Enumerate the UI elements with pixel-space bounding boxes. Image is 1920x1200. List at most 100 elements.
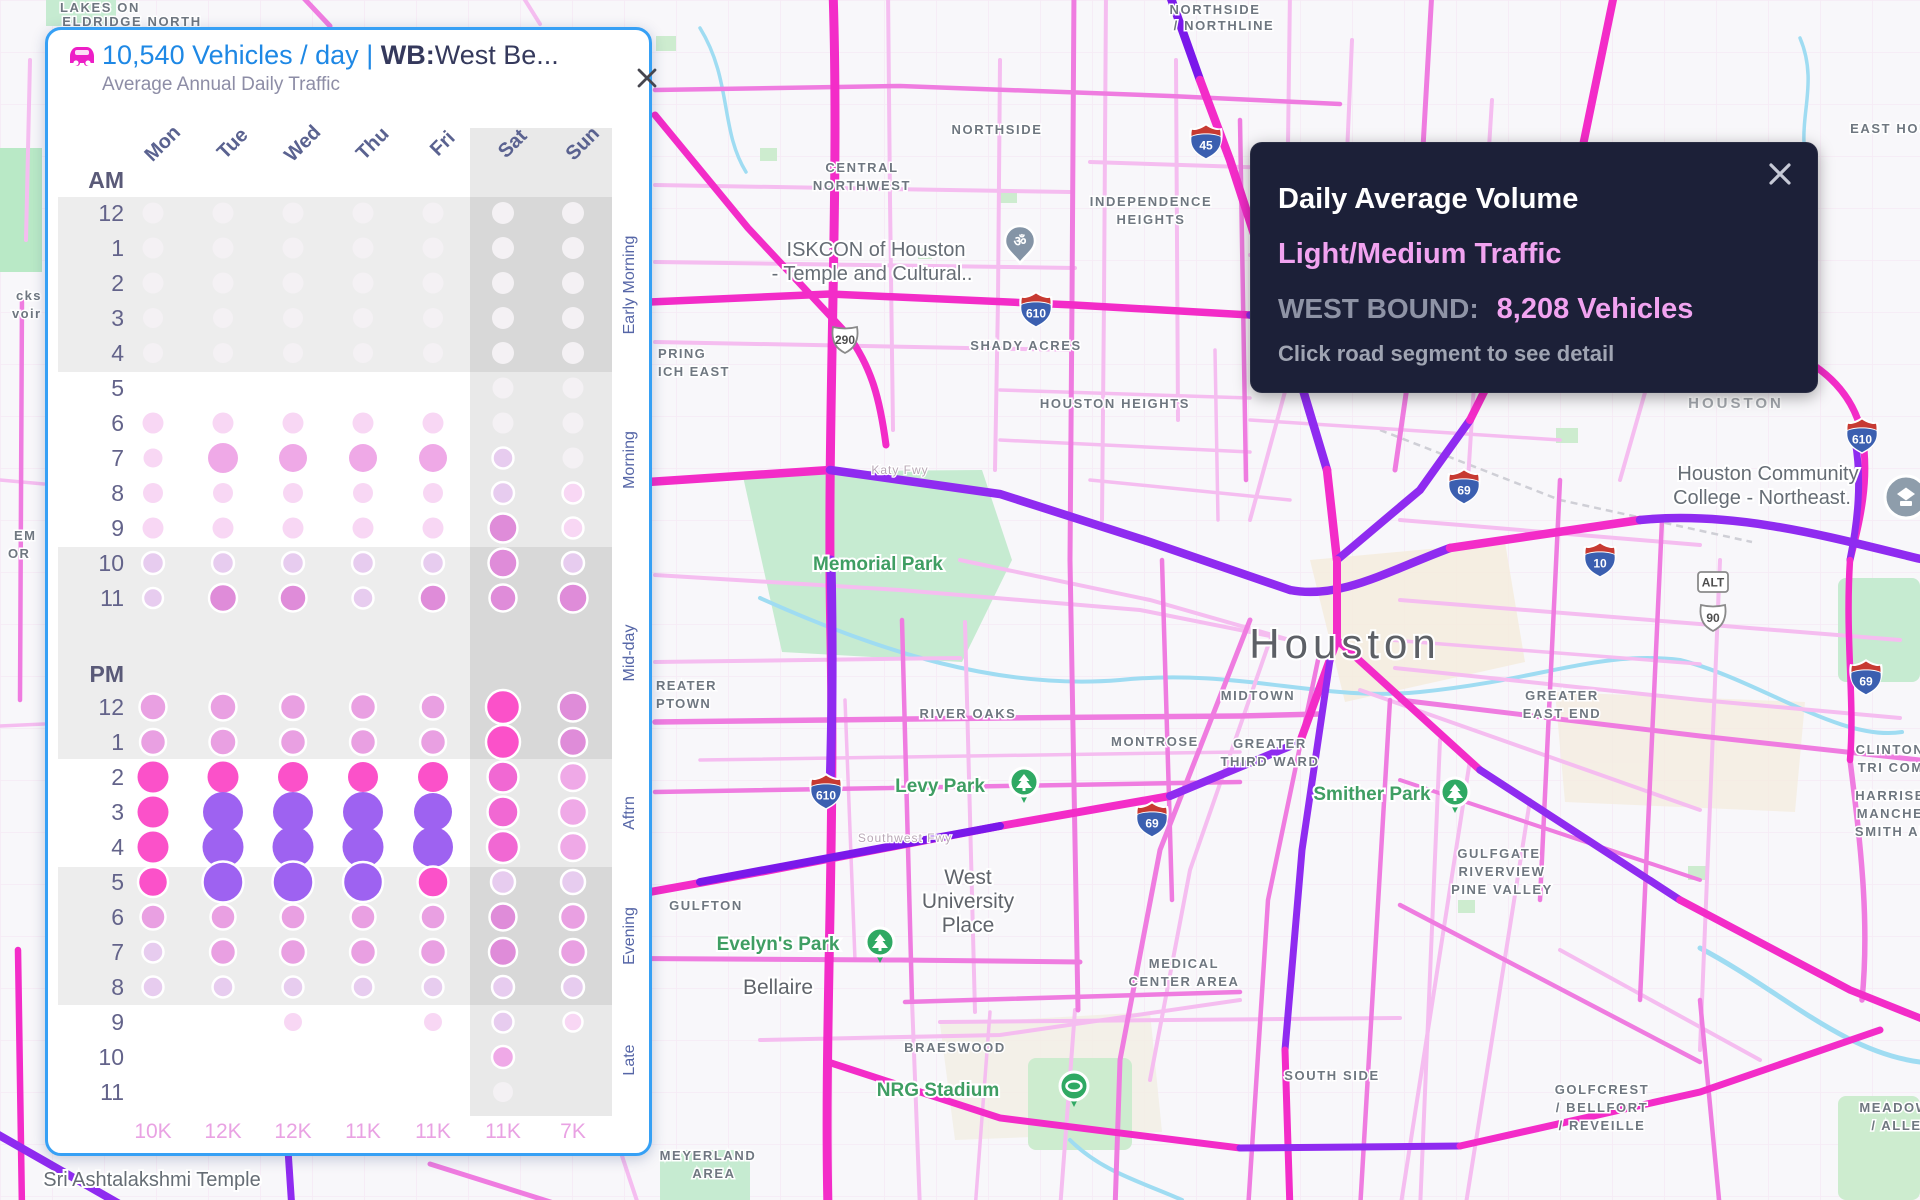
traffic-dot[interactable]	[487, 547, 519, 579]
traffic-dot[interactable]	[143, 483, 163, 503]
traffic-dot[interactable]	[492, 272, 514, 294]
traffic-dot[interactable]	[136, 865, 170, 899]
traffic-dot[interactable]	[561, 516, 585, 540]
traffic-dot[interactable]	[558, 902, 588, 932]
traffic-dot[interactable]	[562, 447, 584, 469]
traffic-dot[interactable]	[488, 902, 518, 932]
traffic-dot[interactable]	[353, 343, 373, 363]
traffic-dot[interactable]	[493, 1082, 513, 1102]
traffic-dot[interactable]	[352, 517, 374, 539]
traffic-dot[interactable]	[212, 412, 234, 434]
traffic-dot[interactable]	[562, 272, 584, 294]
traffic-dot[interactable]	[280, 550, 306, 576]
traffic-dot[interactable]	[208, 692, 238, 722]
traffic-dot[interactable]	[278, 583, 308, 613]
traffic-dot[interactable]	[562, 307, 584, 329]
traffic-dot[interactable]	[421, 975, 445, 999]
traffic-dot[interactable]	[278, 727, 308, 757]
traffic-dot[interactable]	[138, 692, 168, 722]
traffic-dot[interactable]	[492, 412, 514, 434]
traffic-dot[interactable]	[272, 826, 314, 868]
traffic-dot[interactable]	[142, 237, 164, 259]
traffic-dot[interactable]	[211, 975, 235, 999]
traffic-dot[interactable]	[352, 272, 374, 294]
traffic-dot[interactable]	[490, 1044, 516, 1070]
traffic-dot[interactable]	[484, 723, 522, 761]
traffic-dot[interactable]	[353, 483, 373, 503]
traffic-dot[interactable]	[423, 308, 443, 328]
traffic-dot[interactable]	[562, 342, 584, 364]
tree-pin[interactable]	[864, 926, 896, 963]
traffic-dot[interactable]	[416, 865, 450, 899]
traffic-dot[interactable]	[562, 377, 584, 399]
traffic-dot[interactable]	[419, 444, 447, 472]
traffic-dot[interactable]	[282, 517, 304, 539]
traffic-dot[interactable]	[348, 762, 378, 792]
traffic-dot[interactable]	[490, 974, 516, 1000]
traffic-dot[interactable]	[348, 692, 378, 722]
traffic-dot[interactable]	[349, 444, 377, 472]
traffic-dot[interactable]	[282, 412, 304, 434]
traffic-dot[interactable]	[486, 795, 520, 829]
panel-close-icon[interactable]	[632, 63, 662, 93]
traffic-dot[interactable]	[271, 860, 315, 904]
traffic-dot[interactable]	[140, 550, 166, 576]
traffic-dot[interactable]	[213, 343, 233, 363]
traffic-dot[interactable]	[484, 688, 522, 726]
traffic-dot[interactable]	[213, 483, 233, 503]
traffic-dot[interactable]	[142, 272, 164, 294]
traffic-dot[interactable]	[137, 796, 169, 828]
traffic-dot[interactable]	[279, 903, 307, 931]
traffic-dot[interactable]	[422, 202, 444, 224]
traffic-dot[interactable]	[143, 308, 163, 328]
traffic-dot[interactable]	[557, 796, 589, 828]
traffic-dot[interactable]	[491, 1010, 515, 1034]
traffic-dot[interactable]	[342, 826, 384, 868]
traffic-dot[interactable]	[418, 583, 448, 613]
traffic-dot[interactable]	[143, 343, 163, 363]
traffic-dot[interactable]	[559, 868, 587, 896]
om-pin[interactable]: ॐ	[1003, 224, 1037, 266]
traffic-dot[interactable]	[492, 202, 514, 224]
traffic-dot[interactable]	[348, 937, 378, 967]
logo-pin[interactable]	[1883, 474, 1920, 520]
traffic-dot[interactable]	[424, 1013, 442, 1031]
traffic-dot[interactable]	[282, 237, 304, 259]
traffic-dot[interactable]	[283, 308, 303, 328]
traffic-dot[interactable]	[273, 792, 313, 832]
traffic-dot[interactable]	[418, 762, 448, 792]
traffic-dot[interactable]	[422, 237, 444, 259]
traffic-dot[interactable]	[560, 550, 586, 576]
traffic-dot[interactable]	[208, 727, 238, 757]
traffic-dot[interactable]	[284, 1013, 302, 1031]
traffic-dot[interactable]	[141, 975, 165, 999]
traffic-dot[interactable]	[138, 727, 168, 757]
traffic-dot[interactable]	[279, 444, 307, 472]
traffic-dot[interactable]	[560, 974, 586, 1000]
traffic-dot[interactable]	[203, 792, 243, 832]
traffic-dot[interactable]	[561, 481, 585, 505]
traffic-dot[interactable]	[281, 975, 305, 999]
traffic-dot[interactable]	[414, 793, 452, 831]
traffic-dot[interactable]	[201, 860, 245, 904]
traffic-dot[interactable]	[422, 517, 444, 539]
traffic-dot[interactable]	[557, 726, 589, 758]
traffic-dot[interactable]	[423, 343, 443, 363]
punchcard-chart[interactable]: Mon Tue Wed Thu Fri Sat SunAMPM121234567891011…	[48, 30, 649, 1153]
traffic-dot[interactable]	[419, 903, 447, 931]
traffic-dot[interactable]	[348, 727, 378, 757]
traffic-dot[interactable]	[202, 826, 244, 868]
traffic-dot[interactable]	[413, 827, 453, 867]
traffic-dot[interactable]	[212, 237, 234, 259]
traffic-dot[interactable]	[143, 448, 163, 468]
traffic-dot[interactable]	[489, 868, 517, 896]
traffic-dot[interactable]	[557, 691, 589, 723]
traffic-dot[interactable]	[137, 831, 169, 863]
traffic-dot[interactable]	[352, 412, 374, 434]
tree-pin[interactable]	[1008, 766, 1040, 803]
traffic-dot[interactable]	[491, 446, 515, 470]
poi-pins[interactable]: ॐ	[864, 224, 1920, 1107]
traffic-dot[interactable]	[351, 586, 375, 610]
traffic-dot[interactable]	[141, 940, 165, 964]
traffic-dot[interactable]	[492, 342, 514, 364]
